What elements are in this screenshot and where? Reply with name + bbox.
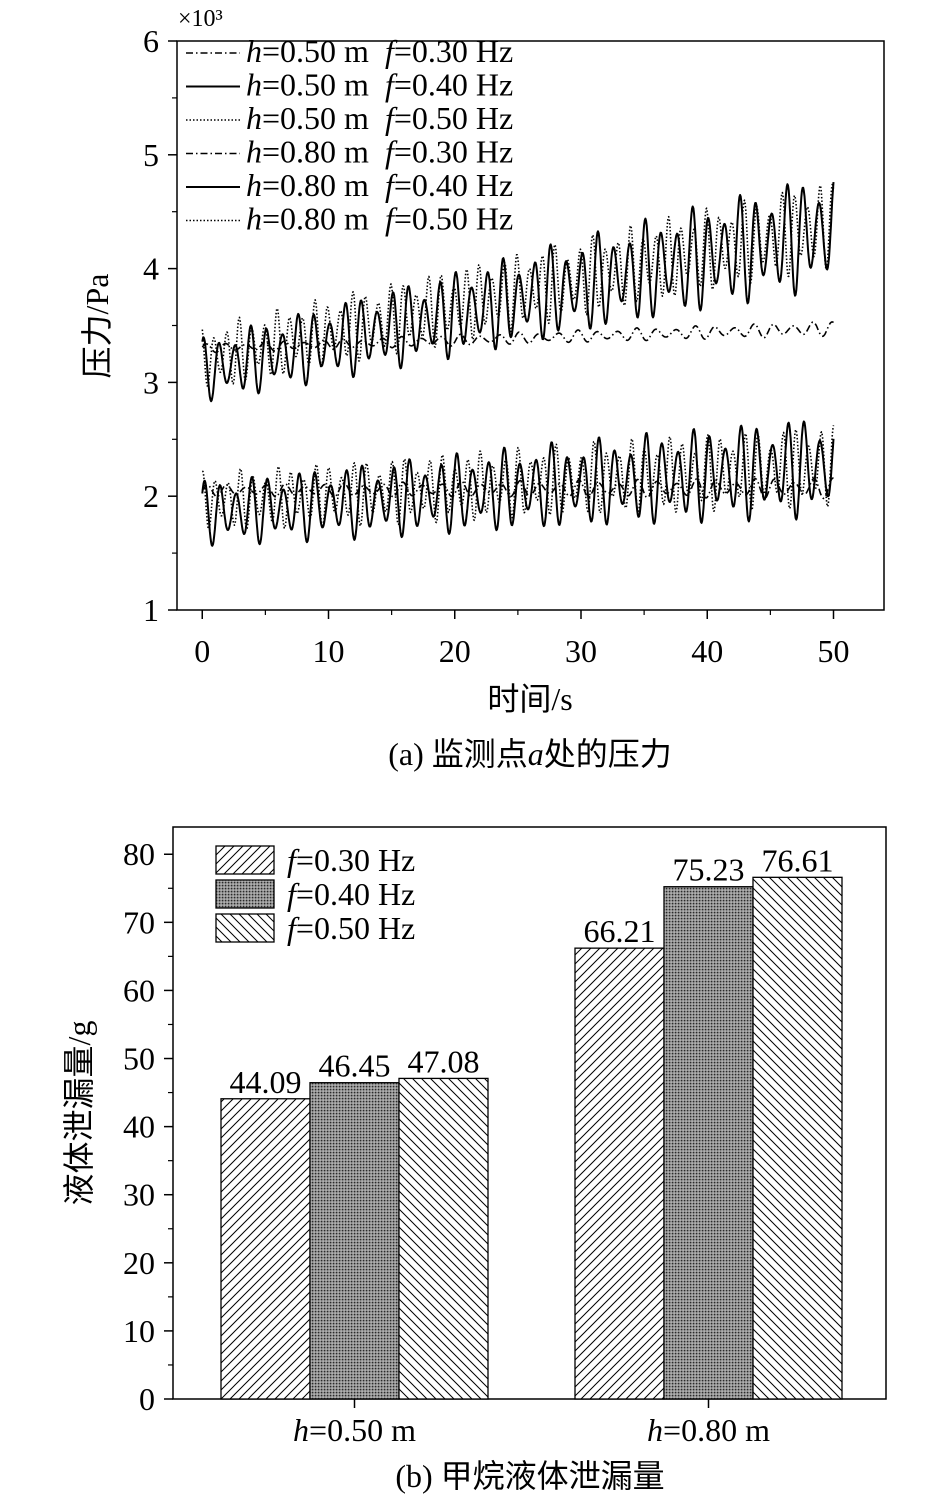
legend-a: h=0.50 m f=0.30 Hzh=0.50 m f=0.40 Hzh=0.… xyxy=(186,33,513,237)
x-tick-label: 40 xyxy=(691,633,723,669)
legend-swatch xyxy=(215,845,275,875)
x-category-label: h=0.80 m xyxy=(647,1412,770,1448)
y-tick-label: 60 xyxy=(123,972,155,1008)
y-tick-label: 0 xyxy=(139,1381,155,1417)
legend-label: h=0.50 m f=0.50 Hz xyxy=(246,100,513,136)
y-tick-label: 1 xyxy=(143,592,159,628)
y-tick-label: 5 xyxy=(143,137,159,173)
leakage-bar-chart: 44.09 46.45 47.08 66.21 75.23 76.61 0 10 20 30 40… xyxy=(61,826,887,1494)
x-ticks-a: 0 10 20 30 40 50 xyxy=(194,610,850,669)
bar-value-label: 47.08 xyxy=(408,1043,480,1079)
series-line-6 xyxy=(201,183,835,387)
series-line-2 xyxy=(201,420,835,547)
bar-value-label: 46.45 xyxy=(319,1048,391,1084)
legend-label: h=0.50 m f=0.30 Hz xyxy=(246,33,513,69)
y-ticks-a: 1 2 3 4 5 6 xyxy=(143,23,177,628)
series-line-3 xyxy=(201,425,835,531)
bar xyxy=(220,1098,311,1400)
x-tick-label: 10 xyxy=(313,633,345,669)
x-tick-label: 30 xyxy=(565,633,597,669)
y-multiplier: ×10³ xyxy=(178,6,223,32)
bars-b: 44.09 46.45 47.08 66.21 75.23 76.61 xyxy=(220,842,843,1400)
y-tick-label: 20 xyxy=(123,1245,155,1281)
y-ticks-b: 0 10 20 30 40 50 60 70 80 xyxy=(123,836,173,1417)
series-line-1 xyxy=(201,477,834,500)
series-line-4 xyxy=(201,321,834,354)
bar-value-label: 66.21 xyxy=(584,913,656,949)
legend-label: f=0.30 Hz xyxy=(287,842,415,878)
legend-label: h=0.80 m f=0.30 Hz xyxy=(246,134,513,170)
bar xyxy=(309,1082,400,1400)
legend-label: h=0.80 m f=0.50 Hz xyxy=(246,201,513,237)
x-tick-label: 0 xyxy=(194,633,210,669)
x-axis-label-a: 时间/s xyxy=(487,681,572,717)
legend-label: h=0.50 m f=0.40 Hz xyxy=(246,67,513,103)
series-lines-a xyxy=(201,182,835,547)
y-tick-label: 30 xyxy=(123,1177,155,1213)
bar-value-label: 76.61 xyxy=(762,842,834,878)
caption-a-prefix: (a) 监测点 xyxy=(388,736,528,772)
y-tick-label: 2 xyxy=(143,478,159,514)
pressure-line-chart: 0 10 20 30 40 50 1 2 3 4 5 6 ×10³ 时间/s 压力/Pa h=0.5… xyxy=(79,6,885,772)
caption-b: (b) 甲烷液体泄漏量 xyxy=(395,1458,664,1494)
x-tick-label: 20 xyxy=(439,633,471,669)
x-category-label: h=0.50 m xyxy=(293,1412,416,1448)
y-tick-label: 4 xyxy=(143,251,159,287)
bar-value-label: 75.23 xyxy=(673,852,745,888)
x-tick-label: 50 xyxy=(818,633,850,669)
caption-a-var: a xyxy=(528,736,544,772)
bar xyxy=(398,1077,489,1400)
y-axis-label-a: 压力/Pa xyxy=(79,274,115,379)
bar xyxy=(663,886,754,1400)
y-tick-label: 3 xyxy=(143,364,159,400)
legend-b: f=0.30 Hzf=0.40 Hzf=0.50 Hz xyxy=(215,842,415,946)
legend-label: f=0.40 Hz xyxy=(287,876,415,912)
legend-swatch xyxy=(215,913,275,943)
y-tick-label: 80 xyxy=(123,836,155,872)
legend-swatch xyxy=(215,879,275,909)
y-tick-label: 50 xyxy=(123,1041,155,1077)
y-tick-label: 6 xyxy=(143,23,159,59)
y-tick-label: 40 xyxy=(123,1109,155,1145)
legend-label: f=0.50 Hz xyxy=(287,910,415,946)
y-tick-label: 10 xyxy=(123,1313,155,1349)
bar-value-label: 44.09 xyxy=(230,1064,302,1100)
plot-area-b xyxy=(172,826,887,1400)
caption-a-suffix: 处的压力 xyxy=(544,736,672,772)
caption-a: (a) 监测点a处的压力 xyxy=(388,736,672,772)
legend-label: h=0.80 m f=0.40 Hz xyxy=(246,167,513,203)
x-categories-b: h=0.50 m h=0.80 m xyxy=(293,1399,770,1448)
y-tick-label: 70 xyxy=(123,904,155,940)
bar xyxy=(574,947,665,1400)
y-axis-label-b: 液体泄漏量/g xyxy=(61,1021,97,1206)
bar xyxy=(752,876,843,1400)
